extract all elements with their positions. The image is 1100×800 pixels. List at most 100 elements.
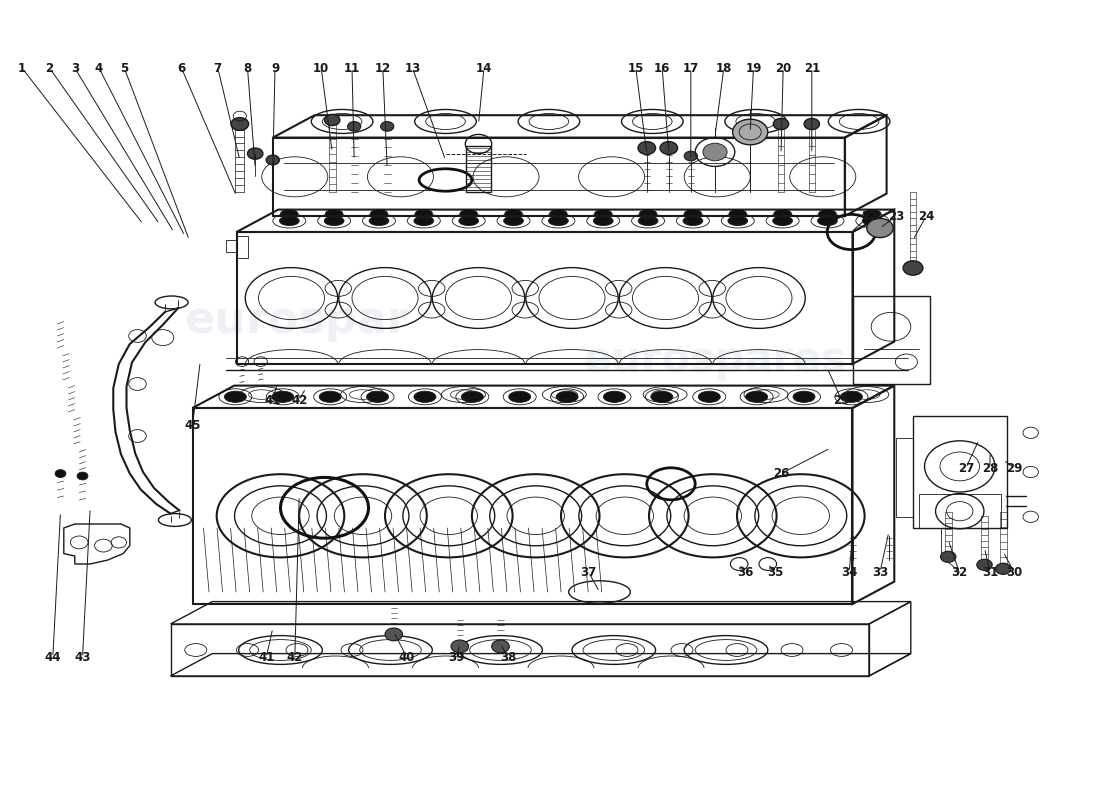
Ellipse shape	[461, 391, 483, 402]
Ellipse shape	[231, 118, 249, 130]
Text: 3: 3	[70, 62, 79, 74]
Ellipse shape	[733, 119, 768, 145]
Ellipse shape	[840, 391, 862, 402]
Bar	[170, 624, 869, 676]
Text: 34: 34	[842, 566, 857, 578]
Ellipse shape	[903, 261, 923, 275]
Ellipse shape	[451, 640, 469, 653]
Text: 24: 24	[918, 210, 934, 222]
Ellipse shape	[604, 391, 626, 402]
Ellipse shape	[594, 210, 612, 218]
Ellipse shape	[940, 551, 956, 562]
Ellipse shape	[415, 210, 432, 218]
Ellipse shape	[460, 210, 477, 218]
Text: 35: 35	[768, 566, 783, 578]
Bar	[918, 494, 1001, 528]
Text: 20: 20	[776, 62, 791, 74]
Text: 13: 13	[405, 62, 420, 74]
Text: 44: 44	[44, 651, 62, 664]
Ellipse shape	[862, 216, 882, 226]
Text: 40: 40	[399, 651, 415, 664]
Ellipse shape	[557, 391, 579, 402]
Bar	[896, 438, 913, 517]
Text: 9: 9	[271, 62, 279, 74]
Text: eurospar: eurospar	[185, 298, 409, 342]
Bar	[913, 416, 1007, 528]
Ellipse shape	[703, 143, 727, 161]
Ellipse shape	[639, 210, 657, 218]
Ellipse shape	[698, 391, 720, 402]
Text: 10: 10	[314, 62, 329, 74]
Text: 18: 18	[716, 62, 732, 74]
Ellipse shape	[224, 391, 246, 402]
Ellipse shape	[371, 210, 388, 218]
Ellipse shape	[729, 210, 747, 218]
Ellipse shape	[651, 391, 673, 402]
Ellipse shape	[772, 216, 792, 226]
Ellipse shape	[818, 210, 836, 218]
Ellipse shape	[638, 216, 658, 226]
Text: 38: 38	[500, 651, 516, 664]
Text: eurospares: eurospares	[583, 339, 847, 381]
Ellipse shape	[505, 210, 522, 218]
Ellipse shape	[55, 470, 66, 478]
Ellipse shape	[319, 391, 341, 402]
Text: 23: 23	[889, 210, 904, 222]
Text: 2: 2	[45, 62, 54, 74]
Bar	[192, 408, 853, 604]
Ellipse shape	[660, 142, 678, 154]
Ellipse shape	[414, 216, 433, 226]
Text: 32: 32	[952, 566, 967, 578]
Ellipse shape	[508, 391, 530, 402]
Ellipse shape	[728, 216, 748, 226]
Text: 17: 17	[683, 62, 698, 74]
Ellipse shape	[793, 391, 815, 402]
Ellipse shape	[381, 122, 394, 131]
Ellipse shape	[385, 628, 403, 641]
Text: 26: 26	[773, 467, 789, 480]
Ellipse shape	[638, 142, 656, 154]
Bar	[466, 146, 491, 192]
Text: 6: 6	[177, 62, 186, 74]
Ellipse shape	[324, 114, 340, 126]
Text: 29: 29	[1006, 462, 1022, 474]
Text: 16: 16	[654, 62, 670, 74]
Ellipse shape	[279, 216, 299, 226]
Text: 11: 11	[344, 62, 360, 74]
Ellipse shape	[272, 391, 294, 402]
Text: 30: 30	[1006, 566, 1022, 578]
Text: 14: 14	[476, 62, 492, 74]
Text: 21: 21	[804, 62, 820, 74]
Text: 31: 31	[982, 566, 998, 578]
Ellipse shape	[684, 210, 702, 218]
Text: 19: 19	[746, 62, 761, 74]
Ellipse shape	[414, 391, 436, 402]
Ellipse shape	[864, 210, 881, 218]
Ellipse shape	[504, 216, 524, 226]
Ellipse shape	[366, 391, 388, 402]
Text: 28: 28	[982, 462, 998, 474]
Ellipse shape	[684, 151, 697, 161]
Text: 41: 41	[265, 394, 280, 406]
Text: 4: 4	[95, 62, 103, 74]
Text: 43: 43	[75, 651, 90, 664]
Bar	[852, 296, 930, 384]
Ellipse shape	[248, 148, 263, 159]
Bar	[273, 138, 845, 216]
Text: 7: 7	[213, 62, 222, 74]
Text: 8: 8	[243, 62, 252, 74]
Ellipse shape	[492, 640, 509, 653]
Text: 39: 39	[449, 651, 464, 664]
Bar	[236, 232, 853, 364]
Ellipse shape	[593, 216, 613, 226]
Text: 1: 1	[18, 62, 26, 74]
Text: 15: 15	[628, 62, 643, 74]
Ellipse shape	[549, 216, 569, 226]
Ellipse shape	[977, 559, 992, 570]
Ellipse shape	[324, 216, 344, 226]
Ellipse shape	[867, 218, 893, 238]
Text: 22: 22	[861, 210, 877, 222]
Text: 45: 45	[185, 419, 200, 432]
Text: 37: 37	[581, 566, 596, 578]
Text: 42: 42	[292, 394, 307, 406]
